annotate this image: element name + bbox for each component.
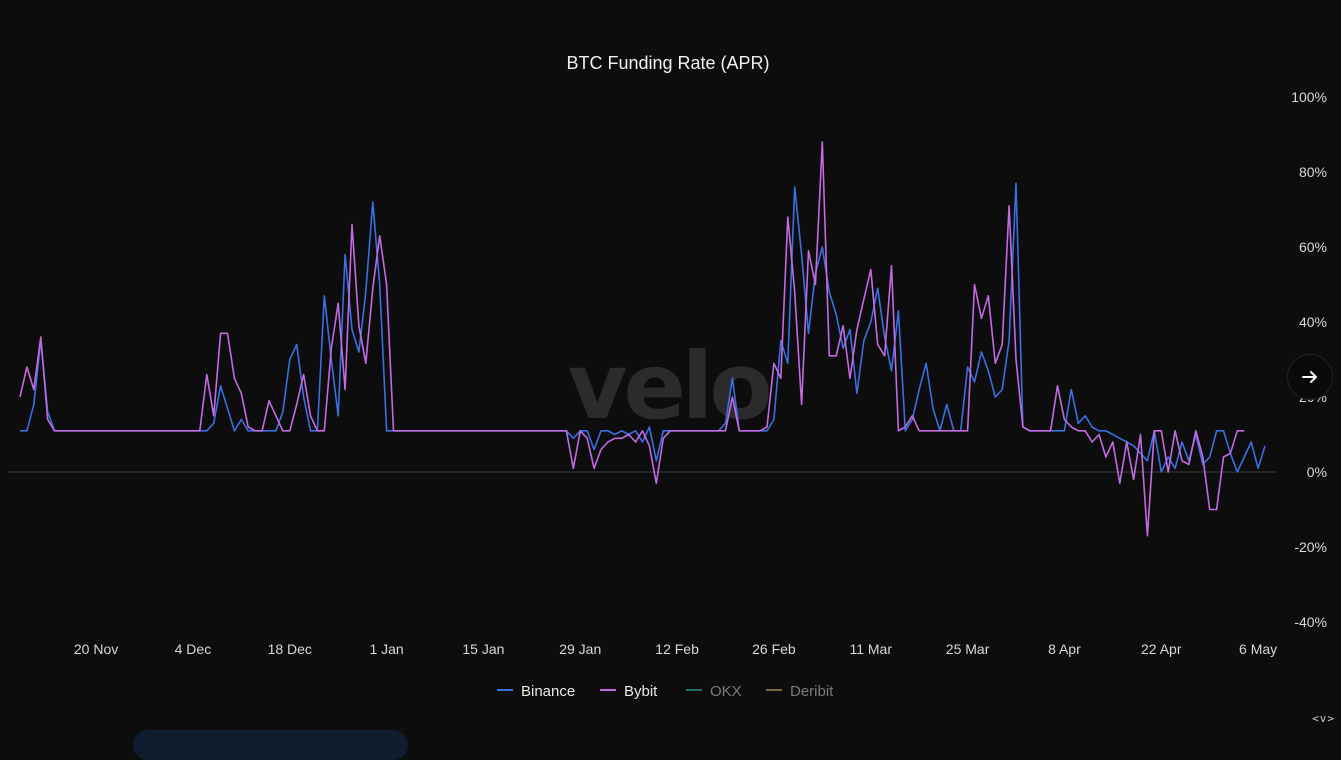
next-chart-button[interactable] bbox=[1287, 354, 1333, 400]
x-tick-label: 11 Mar bbox=[849, 641, 892, 657]
arrow-right-icon bbox=[1302, 371, 1317, 383]
mini-nav-controls[interactable]: <v> bbox=[1312, 712, 1335, 725]
x-tick-label: 29 Jan bbox=[559, 641, 601, 657]
x-tick-label: 20 Nov bbox=[74, 641, 118, 657]
legend-item-bybit[interactable]: Bybit bbox=[600, 683, 658, 700]
chart-title: BTC Funding Rate (APR) bbox=[566, 53, 769, 73]
legend-item-deribit[interactable]: Deribit bbox=[766, 683, 834, 700]
y-tick-label: 40% bbox=[1299, 314, 1327, 330]
legend-label: Bybit bbox=[624, 683, 658, 700]
y-tick-label: -40% bbox=[1294, 614, 1327, 630]
x-tick-label: 22 Apr bbox=[1141, 641, 1182, 657]
x-tick-label: 1 Jan bbox=[369, 641, 403, 657]
x-tick-label: 4 Dec bbox=[175, 641, 212, 657]
y-tick-label: 80% bbox=[1299, 164, 1327, 180]
legend-item-okx[interactable]: OKX bbox=[686, 683, 742, 700]
x-tick-label: 8 Apr bbox=[1048, 641, 1081, 657]
legend-item-binance[interactable]: Binance bbox=[497, 683, 575, 700]
y-tick-label: -20% bbox=[1294, 539, 1327, 555]
x-tick-label: 18 Dec bbox=[268, 641, 312, 657]
x-tick-label: 15 Jan bbox=[462, 641, 504, 657]
legend-label: Binance bbox=[521, 683, 575, 700]
x-tick-label: 25 Mar bbox=[946, 641, 990, 657]
ghost-button-partial bbox=[133, 730, 408, 760]
series-line-binance bbox=[20, 182, 1266, 473]
y-tick-label: 0% bbox=[1307, 464, 1327, 480]
x-tick-label: 26 Feb bbox=[752, 641, 796, 657]
x-axis: 20 Nov 4 Dec 18 Dec 1 Jan 15 Jan 29 Jan 12 Feb… bbox=[74, 641, 1277, 657]
x-tick-label: 12 Feb bbox=[655, 641, 699, 657]
legend-label: OKX bbox=[710, 683, 742, 700]
legend: Binance Bybit OKX Deribit bbox=[497, 683, 834, 700]
legend-label: Deribit bbox=[790, 683, 834, 700]
series-line-bybit bbox=[19, 141, 1245, 537]
x-tick-label: 6 May bbox=[1239, 641, 1277, 657]
y-tick-label: 100% bbox=[1291, 89, 1327, 105]
y-tick-label: 60% bbox=[1299, 239, 1327, 255]
velo-watermark: velo bbox=[567, 333, 769, 440]
series-layer bbox=[19, 141, 1266, 537]
